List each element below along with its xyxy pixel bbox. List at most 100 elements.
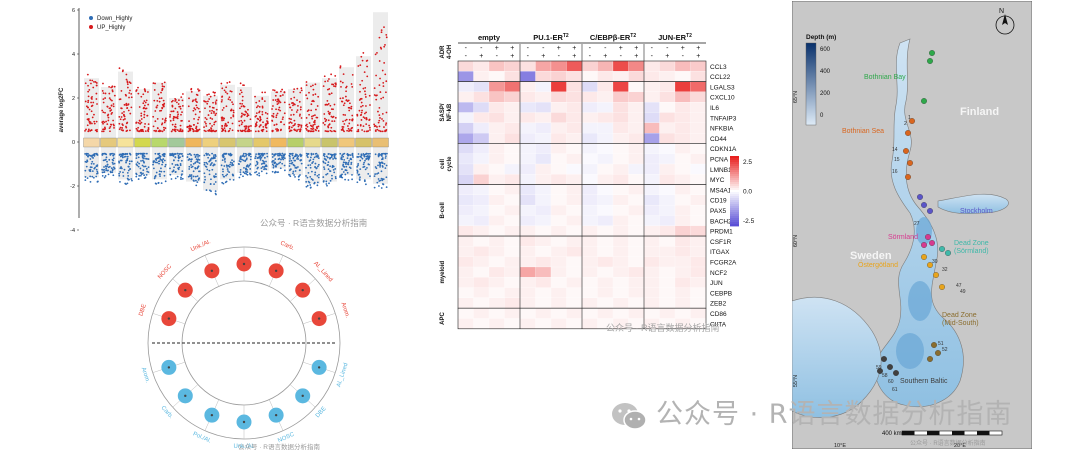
down-point: [376, 172, 378, 175]
heatmap-cell: [643, 174, 660, 185]
down-point: [385, 155, 387, 158]
up-point: [290, 126, 293, 129]
down-point: [312, 160, 315, 163]
down-point: [143, 154, 145, 157]
heatmap-legend-step: [730, 176, 739, 179]
up-point: [358, 109, 361, 112]
heatmap-row-group-label: NF-kB: [447, 103, 453, 121]
up-point: [339, 66, 342, 69]
up-point: [95, 130, 98, 133]
down-point: [214, 173, 217, 175]
heatmap-cell: [659, 174, 676, 185]
down-point: [103, 171, 106, 174]
heatmap-cell: [519, 91, 536, 103]
down-point: [363, 161, 366, 164]
down-point: [245, 157, 248, 160]
up-point: [156, 104, 159, 107]
heatmap-cell: [659, 81, 676, 92]
down-point: [157, 153, 160, 156]
up-point: [222, 106, 225, 109]
heatmap-cell: [566, 81, 583, 92]
down-point: [358, 173, 361, 176]
heatmap-cell: [457, 236, 474, 247]
up-point: [378, 129, 380, 132]
down-point: [94, 166, 96, 169]
up-point: [95, 120, 98, 123]
down-point: [190, 176, 193, 178]
down-point: [188, 165, 191, 168]
down-point: [164, 165, 167, 168]
up-point: [298, 124, 301, 126]
up-point: [243, 105, 246, 108]
map-station-point: [905, 174, 911, 180]
down-point: [288, 169, 291, 172]
heatmap-cell: [473, 277, 490, 288]
heatmap-annotation-value: -: [480, 45, 483, 52]
heatmap-cell: [612, 277, 629, 288]
heatmap-annotation-value: +: [541, 53, 545, 60]
up-point: [344, 95, 347, 98]
map-station-number: 15: [894, 157, 900, 163]
heatmap-cell: [519, 225, 536, 237]
heatmap-cell: [535, 153, 552, 165]
heatmap-cell: [566, 71, 583, 82]
heatmap-row-group-label: cell: [440, 159, 446, 169]
down-point: [124, 152, 127, 155]
heatmap-annotation-value: +: [603, 53, 607, 60]
up-point: [158, 97, 161, 100]
up-point: [194, 108, 197, 111]
up-point: [192, 130, 195, 133]
down-point: [197, 155, 199, 158]
up-point: [174, 116, 177, 119]
down-point: [377, 178, 380, 180]
heatmap-cell: [674, 153, 691, 165]
up-point: [137, 130, 140, 133]
down-point: [382, 183, 385, 186]
up-point: [315, 126, 318, 129]
down-point: [111, 161, 114, 164]
up-point: [106, 105, 109, 108]
heatmap-cell: [488, 277, 505, 288]
down-point: [112, 174, 115, 177]
heatmap-cell: [581, 205, 598, 216]
up-point: [298, 100, 301, 103]
up-point: [188, 120, 190, 123]
heatmap-cell: [597, 184, 614, 196]
heatmap-cell: [535, 256, 552, 268]
up-point: [153, 129, 156, 132]
down-point: [127, 169, 130, 172]
down-point: [85, 165, 88, 168]
down-point: [322, 160, 325, 163]
down-point: [283, 164, 286, 167]
down-point: [121, 156, 124, 159]
up-point: [195, 130, 198, 133]
up-point: [378, 36, 381, 39]
heatmap-cell: [550, 71, 567, 82]
heatmap-row-label: CD86: [710, 311, 727, 318]
up-point: [322, 122, 325, 124]
up-point: [122, 118, 125, 121]
radial-body: DBENOSCUnk./Al.Pol./Al.Carb.Al._LinedAro…: [138, 240, 350, 450]
down-point: [314, 162, 317, 165]
up-point: [176, 116, 178, 119]
up-point: [385, 91, 387, 94]
down-point: [327, 153, 330, 155]
up-point: [240, 119, 243, 122]
up-point: [140, 114, 143, 117]
up-point: [279, 95, 282, 97]
down-point: [331, 165, 334, 168]
up-point: [111, 90, 114, 93]
up-point: [102, 122, 104, 125]
down-point: [275, 165, 277, 168]
up-point: [356, 114, 359, 117]
up-point: [118, 122, 121, 125]
up-point: [379, 77, 381, 80]
down-point: [197, 178, 200, 181]
heatmap-cell: [473, 297, 490, 309]
down-point: [276, 153, 279, 155]
up-point: [347, 127, 350, 130]
up-point: [221, 95, 224, 98]
down-point: [196, 153, 199, 156]
heatmap-legend-step: [730, 180, 739, 183]
down-point: [187, 153, 189, 156]
